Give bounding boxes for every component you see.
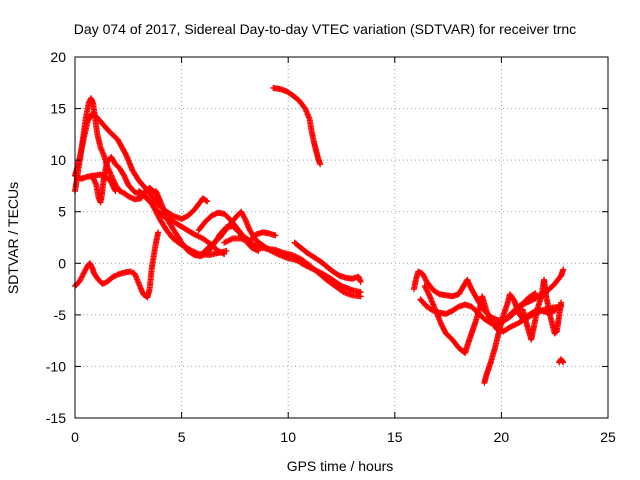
data-point xyxy=(122,150,129,157)
y-tick-label: 20 xyxy=(50,49,66,65)
y-tick-label: -5 xyxy=(54,307,67,323)
series-track-10 xyxy=(221,235,364,300)
data-point xyxy=(272,232,279,239)
data-point xyxy=(203,197,210,204)
series-track-18 xyxy=(555,356,567,366)
series-track-2 xyxy=(72,95,164,205)
plot-area xyxy=(74,56,609,419)
series-track-11 xyxy=(291,239,364,285)
x-tick-label: 10 xyxy=(280,429,296,445)
y-tick-label: -10 xyxy=(46,358,66,374)
grid xyxy=(75,57,608,418)
data-point xyxy=(560,266,567,273)
y-tick-label: 15 xyxy=(50,101,66,117)
data-point xyxy=(317,161,324,168)
y-axis-label: SDTVAR / TECUs xyxy=(5,182,21,294)
data-point xyxy=(112,188,119,195)
y-tick-label: -15 xyxy=(46,410,66,426)
y-tick-label: 0 xyxy=(58,255,66,271)
data-point xyxy=(204,198,211,205)
data-point xyxy=(155,229,162,236)
series-track-17 xyxy=(519,276,565,343)
chart-title: Day 074 of 2017, Sidereal Day-to-day VTE… xyxy=(74,21,576,37)
x-tick-label: 5 xyxy=(178,429,186,445)
y-tick-label: 5 xyxy=(58,204,66,220)
x-tick-label: 0 xyxy=(71,429,79,445)
series-track-12 xyxy=(270,84,324,168)
data-point xyxy=(221,251,228,258)
data-point xyxy=(559,358,566,365)
data-point xyxy=(168,212,175,219)
series-track-3 xyxy=(72,110,211,222)
x-axis-label: GPS time / hours xyxy=(287,458,394,474)
data-point xyxy=(357,278,364,285)
x-tick-label: 25 xyxy=(600,429,616,445)
data-point xyxy=(532,290,539,297)
y-tick-label: 10 xyxy=(50,152,66,168)
axis-ticks: 0 5 10 15 20 25 -15 -10 -5 0 5 10 15 20 xyxy=(46,49,616,445)
data-point xyxy=(531,291,538,298)
series-track-1 xyxy=(72,229,162,301)
data-point xyxy=(558,299,565,306)
x-tick-label: 15 xyxy=(387,429,403,445)
data-points xyxy=(72,84,567,386)
data-point xyxy=(223,247,230,254)
data-point xyxy=(560,359,567,366)
x-tick-label: 20 xyxy=(494,429,510,445)
data-point xyxy=(357,293,364,300)
